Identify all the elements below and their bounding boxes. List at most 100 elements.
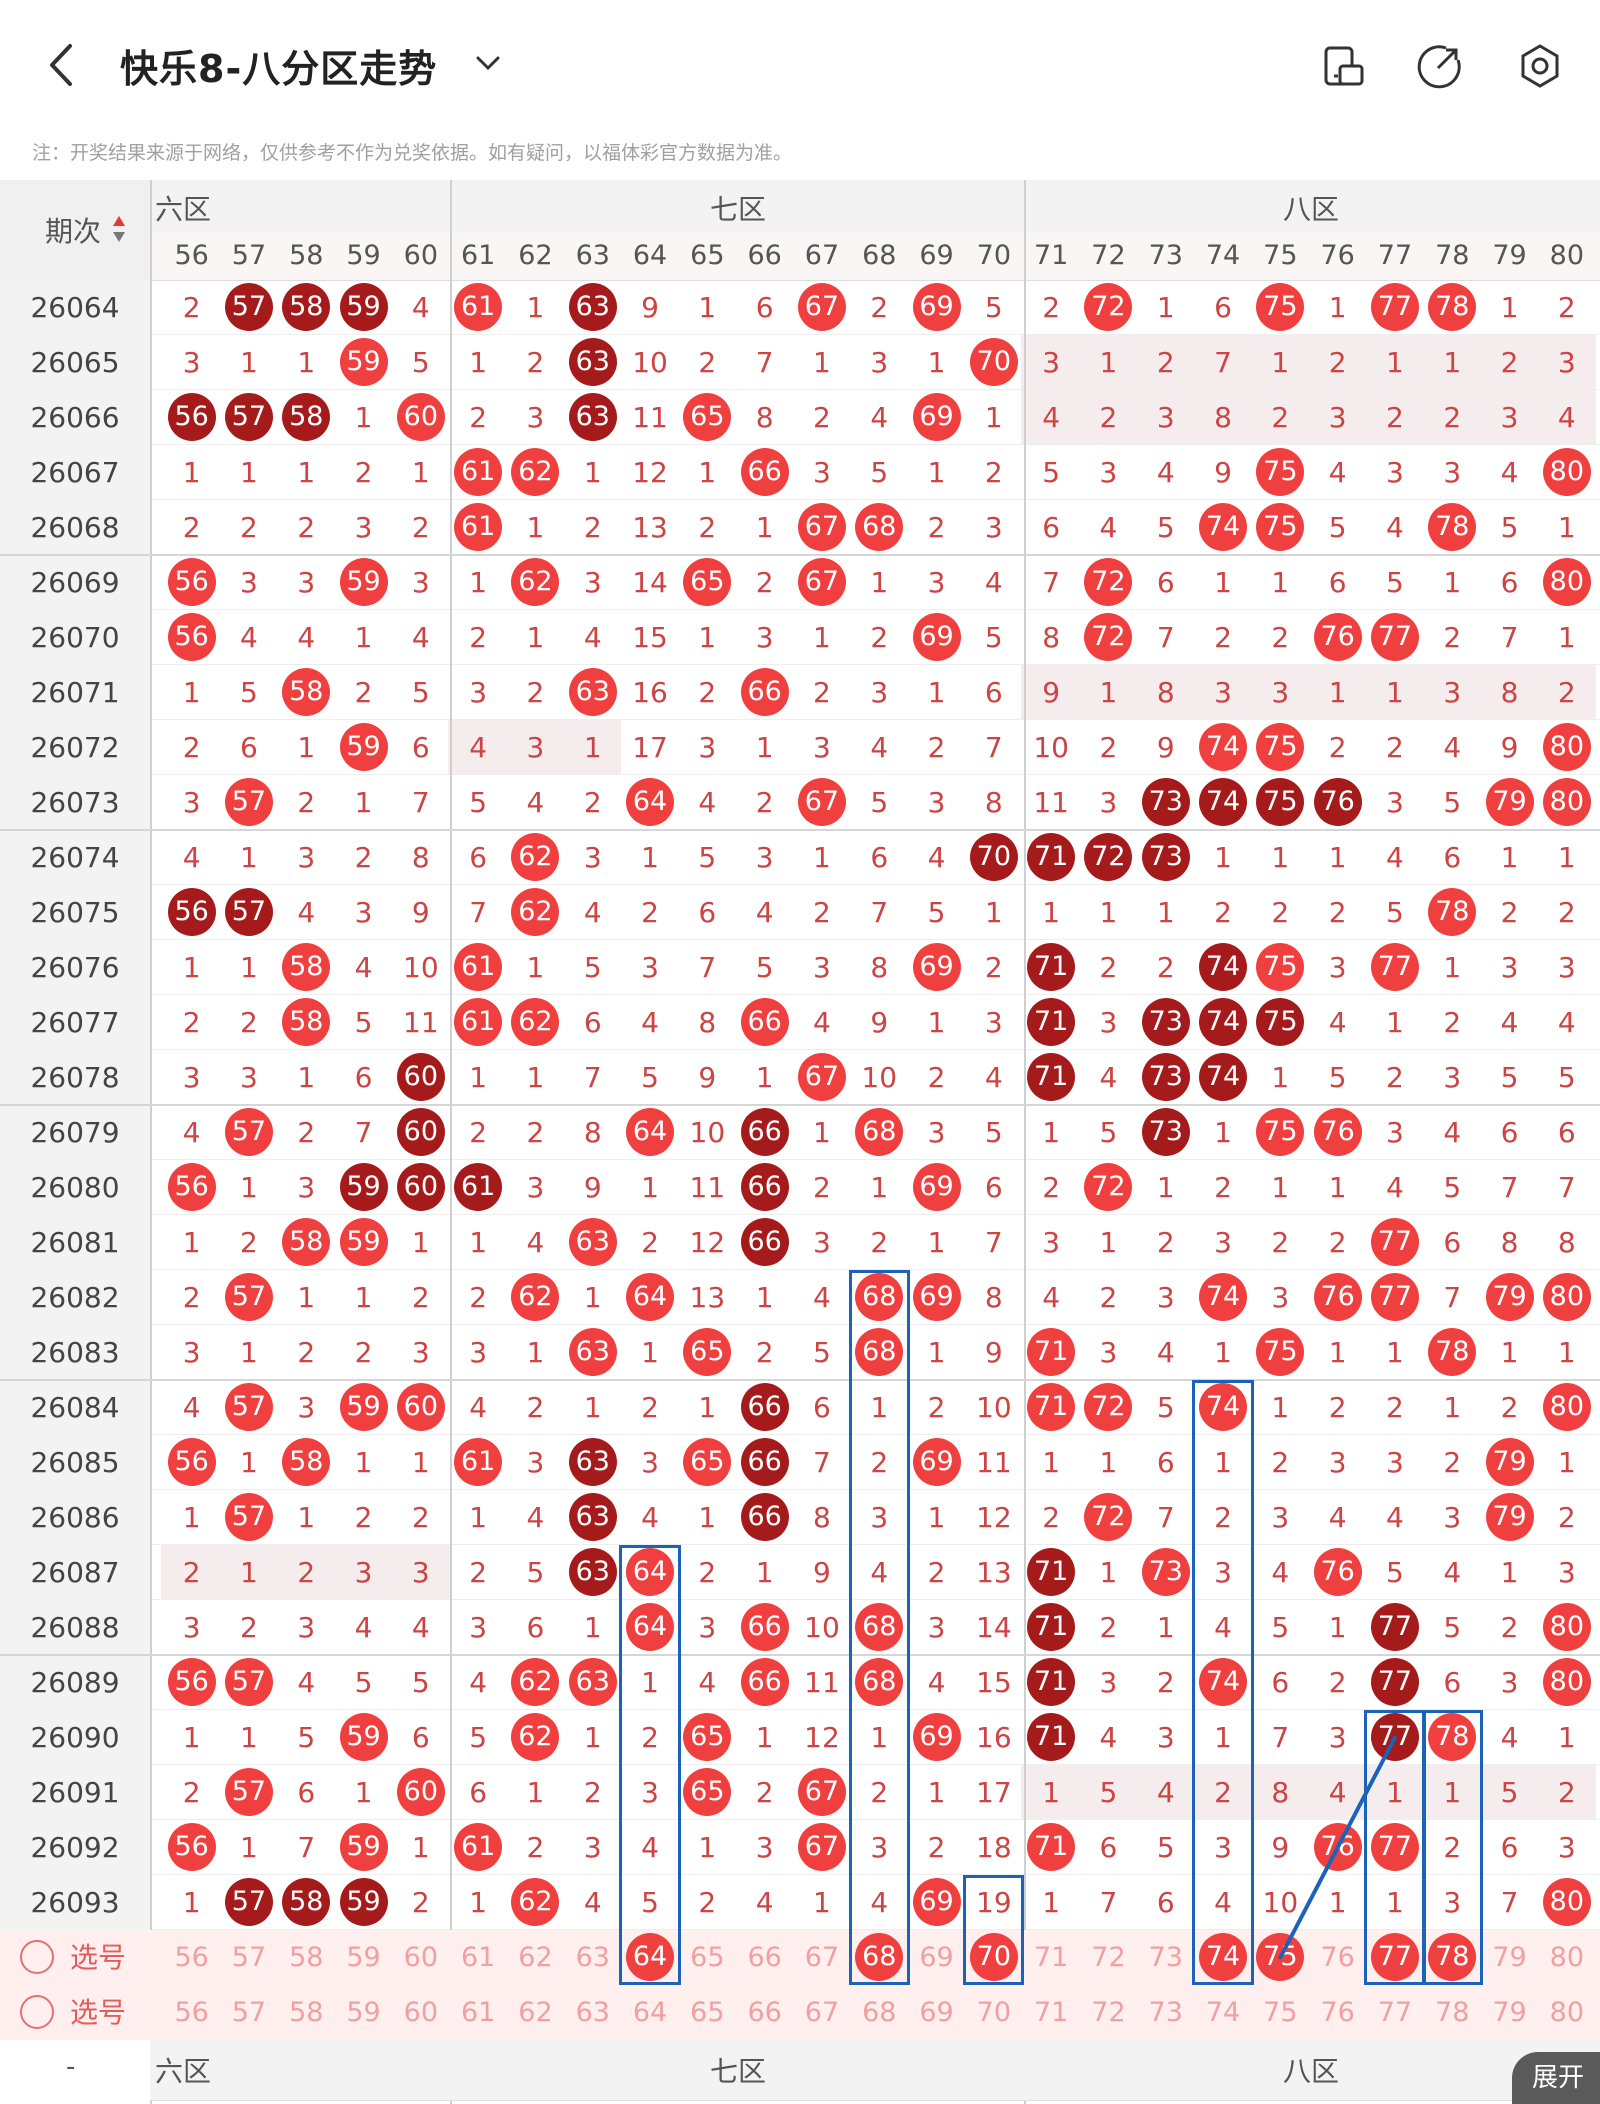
screen-rotate-icon[interactable]	[1320, 42, 1368, 90]
chevron-down-icon[interactable]	[472, 50, 504, 76]
picked-ball[interactable]: 78	[1428, 1933, 1477, 1981]
miss-count: 18	[976, 1831, 1012, 1864]
select-number[interactable]: 77	[1377, 1997, 1413, 2028]
select-number[interactable]: 59	[346, 1997, 381, 2028]
miss-count: 2	[182, 1776, 201, 1809]
picked-ball[interactable]: 68	[855, 1933, 904, 1981]
miss-count: 1	[526, 951, 545, 984]
miss-count: 7	[1156, 621, 1175, 654]
hit-ball: 67	[797, 503, 846, 551]
hit-ball: 63	[568, 668, 617, 716]
select-number[interactable]: 61	[460, 1997, 496, 2028]
miss-count: 13	[632, 511, 668, 544]
select-radio[interactable]	[20, 1995, 54, 2029]
miss-count: 1	[1156, 291, 1175, 324]
select-number[interactable]: 67	[804, 1997, 840, 2028]
select-number[interactable]: 63	[575, 1997, 610, 2028]
picked-ball[interactable]: 75	[1256, 1933, 1305, 1981]
select-number[interactable]: 73	[1148, 1942, 1183, 1973]
select-number[interactable]: 79	[1492, 1997, 1527, 2028]
back-icon[interactable]	[42, 40, 82, 90]
column-header: 56	[174, 240, 209, 271]
select-number[interactable]: 70	[976, 1997, 1012, 2028]
select-number[interactable]: 58	[289, 1997, 324, 2028]
select-number[interactable]: 60	[403, 1942, 439, 1973]
select-number[interactable]: 66	[747, 1942, 782, 1973]
settings-icon[interactable]	[1516, 42, 1564, 90]
select-number[interactable]: 62	[518, 1942, 553, 1973]
miss-count: 2	[813, 896, 831, 929]
select-number[interactable]: 60	[403, 1997, 439, 2028]
hit-ball: 56	[167, 888, 216, 936]
select-number[interactable]: 65	[690, 1942, 725, 1973]
hit-ball: 69	[912, 1273, 961, 1321]
select-number[interactable]: 57	[231, 1942, 267, 1973]
select-number[interactable]: 56	[174, 1997, 209, 2028]
select-number[interactable]: 66	[747, 1997, 782, 2028]
miss-count: 3	[240, 566, 258, 599]
zone-divider	[1024, 180, 1026, 2104]
select-number[interactable]: 67	[804, 1942, 840, 1973]
select-number[interactable]: 65	[690, 1997, 725, 2028]
picked-ball[interactable]: 64	[626, 1933, 675, 1981]
select-number[interactable]: 58	[289, 1942, 324, 1973]
miss-count: 3	[1099, 1006, 1118, 1039]
miss-count: 3	[870, 346, 889, 379]
miss-count: 5	[1386, 1556, 1404, 1589]
miss-count: 1	[297, 731, 316, 764]
miss-count: 2	[813, 676, 831, 709]
select-number[interactable]: 72	[1091, 1997, 1126, 2028]
select-number[interactable]: 80	[1549, 1942, 1585, 1973]
select-number[interactable]: 63	[575, 1942, 610, 1973]
miss-count: 6	[1557, 1116, 1576, 1149]
picked-ball[interactable]: 74	[1199, 1933, 1248, 1981]
miss-count: 4	[1042, 401, 1061, 434]
select-number[interactable]: 68	[862, 1997, 897, 2028]
select-number[interactable]: 61	[460, 1942, 496, 1973]
select-radio[interactable]	[20, 1940, 54, 1974]
select-number[interactable]: 76	[1320, 1997, 1355, 2028]
miss-count: 2	[1386, 1391, 1404, 1424]
expand-button[interactable]: 展开	[1512, 2052, 1600, 2104]
miss-count: 2	[182, 291, 201, 324]
picked-ball[interactable]: 70	[969, 1933, 1018, 1981]
select-number[interactable]: 69	[919, 1997, 954, 2028]
miss-count: 6	[1156, 1886, 1175, 1919]
select-number[interactable]: 76	[1320, 1942, 1355, 1973]
miss-count: 1	[1557, 841, 1576, 874]
hit-ball: 74	[1199, 503, 1248, 551]
sort-icon[interactable]	[112, 214, 126, 244]
select-number[interactable]: 71	[1033, 1997, 1069, 2028]
select-number[interactable]: 72	[1091, 1942, 1126, 1973]
period-cell: 26083	[30, 1336, 120, 1369]
select-number[interactable]: 62	[518, 1997, 553, 2028]
select-number[interactable]: 74	[1205, 1997, 1241, 2028]
miss-count: 1	[354, 786, 373, 819]
select-number[interactable]: 79	[1492, 1942, 1527, 1973]
table-row: 26078 3 3 1 6 60 1 1 7 5 9 1 67 10 2 4 71 4 73 74 1 5 2 3 5 5	[0, 1050, 1600, 1105]
share-icon[interactable]	[1416, 42, 1464, 90]
disclaimer-notice: 注：开奖结果来源于网络，仅供参考不作为兑奖依据。如有疑问，以福体彩官方数据为准。	[32, 142, 793, 164]
group-divider	[0, 1379, 1600, 1381]
miss-count: 10	[689, 1116, 726, 1149]
select-number[interactable]: 69	[919, 1942, 954, 1973]
select-number[interactable]: 57	[231, 1997, 267, 2028]
select-number[interactable]: 56	[174, 1942, 209, 1973]
miss-count: 3	[1386, 786, 1404, 819]
hit-ball: 69	[912, 1713, 961, 1761]
hit-ball: 57	[224, 283, 273, 331]
select-number[interactable]: 59	[346, 1942, 381, 1973]
table-row: 26077 2 2 58 5 11 61 62 6 4 8 66 4 9 1 3 71 3 73 74 75 4 1 2 4 4	[0, 995, 1600, 1050]
select-number[interactable]: 78	[1435, 1997, 1470, 2028]
table-row: 26080 56 1 3 59 60 61 3 9 1 11 66 2 1 69 6 2 72 1 2 1 1 4 5 7 7	[0, 1160, 1600, 1215]
miss-count: 1	[1328, 676, 1347, 709]
select-number[interactable]: 71	[1033, 1942, 1069, 1973]
select-number[interactable]: 73	[1148, 1997, 1183, 2028]
select-number[interactable]: 80	[1549, 1997, 1585, 2028]
period-header[interactable]: 期次	[0, 180, 150, 281]
miss-count: 3	[1443, 676, 1462, 709]
select-number[interactable]: 64	[632, 1997, 668, 2028]
miss-count: 6	[870, 841, 889, 874]
hit-ball: 71	[1027, 943, 1076, 991]
select-number[interactable]: 75	[1263, 1997, 1298, 2028]
